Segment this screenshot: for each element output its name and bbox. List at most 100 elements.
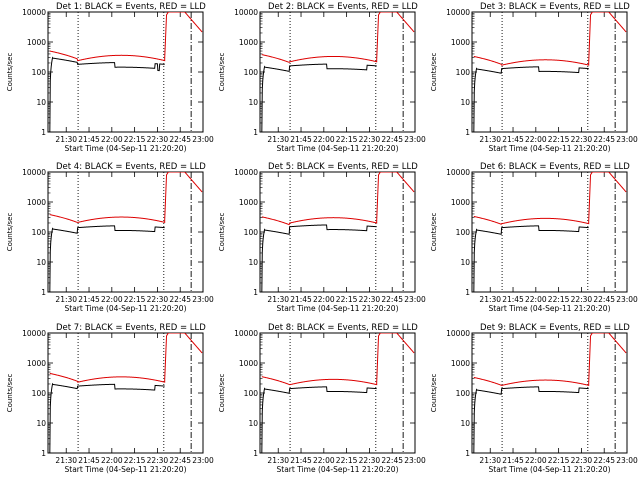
x-tick-label: 23:00: [616, 295, 638, 304]
y-axis-label: Counts/sec: [218, 53, 226, 92]
series-lld-line: [261, 172, 415, 226]
x-axis-label: Start Time (04-Sep-11 21:20:20): [65, 465, 187, 474]
x-tick-label: 22:45: [381, 295, 403, 304]
x-tick-label: 22:30: [147, 295, 169, 304]
plot-frame: [259, 171, 416, 293]
x-tick-label: 23:00: [192, 456, 214, 465]
x-tick-label: 21:30: [55, 135, 77, 144]
y-tick-label: 100: [456, 228, 471, 237]
y-tick-label: 1000: [451, 38, 470, 47]
y-tick-label: 100: [244, 389, 259, 398]
y-tick-label: 10000: [446, 168, 470, 177]
y-tick-label: 100: [32, 228, 47, 237]
y-axis-label: Counts/sec: [6, 53, 14, 92]
y-tick-label: 1: [253, 128, 258, 137]
series-events-line: [473, 386, 589, 453]
x-tick-label: 22:00: [313, 295, 335, 304]
y-tick-label: 1: [41, 288, 46, 297]
x-tick-label: 21:30: [267, 295, 289, 304]
y-tick-label: 10: [248, 98, 258, 107]
series-events-line: [473, 66, 589, 132]
y-tick-label: 10: [36, 98, 46, 107]
x-tick-label: 22:15: [124, 135, 146, 144]
y-tick-label: 1: [465, 288, 470, 297]
x-tick-label: 22:30: [571, 135, 593, 144]
plot-frame: [47, 11, 204, 133]
y-tick-label: 10000: [22, 168, 46, 177]
series-events-line: [49, 225, 165, 292]
plot-frame: [259, 332, 416, 454]
y-tick-label: 10000: [234, 8, 258, 17]
x-tick-label: 22:30: [147, 456, 169, 465]
x-tick-label: 22:45: [169, 456, 191, 465]
panel-title: Det 5: BLACK = Events, RED = LLD: [268, 162, 418, 172]
x-tick-label: 23:00: [404, 135, 426, 144]
x-tick-label: 23:00: [616, 456, 638, 465]
x-tick-label: 21:30: [479, 135, 501, 144]
x-tick-label: 22:15: [548, 295, 570, 304]
y-tick-label: 10000: [446, 329, 470, 338]
panel-8: Det 8: BLACK = Events, RED = LLD 1 10 100 10…: [218, 323, 426, 474]
plot-frame: [47, 332, 204, 454]
x-tick-label: 22:00: [101, 135, 123, 144]
x-axis-label: Start Time (04-Sep-11 21:20:20): [65, 144, 187, 153]
x-tick-label: 21:45: [78, 456, 100, 465]
x-tick-label: 22:45: [381, 135, 403, 144]
x-tick-label: 21:30: [267, 135, 289, 144]
y-tick-label: 1000: [239, 38, 258, 47]
x-axis-label: Start Time (04-Sep-11 21:20:20): [489, 304, 611, 313]
panel-title: Det 1: BLACK = Events, RED = LLD: [56, 2, 206, 12]
x-axis-label: Start Time (04-Sep-11 21:20:20): [277, 144, 399, 153]
y-tick-label: 1000: [27, 359, 46, 368]
series-lld-line: [473, 172, 627, 225]
x-tick-label: 21:45: [290, 295, 312, 304]
x-tick-label: 22:30: [359, 135, 381, 144]
x-tick-label: 21:45: [290, 456, 312, 465]
series-events-line: [261, 224, 377, 292]
plot-frame: [471, 171, 628, 293]
x-tick-label: 22:00: [525, 295, 547, 304]
y-tick-label: 1000: [27, 38, 46, 47]
y-axis-label: Counts/sec: [6, 213, 14, 252]
y-tick-label: 100: [32, 68, 47, 77]
panel-2: Det 2: BLACK = Events, RED = LLD 1 10 100 10…: [218, 2, 426, 153]
y-axis-label: Counts/sec: [430, 374, 438, 413]
x-tick-label: 21:30: [479, 456, 501, 465]
x-tick-label: 21:45: [290, 135, 312, 144]
y-tick-label: 1000: [451, 359, 470, 368]
y-axis-label: Counts/sec: [218, 213, 226, 252]
y-tick-label: 1: [253, 288, 258, 297]
y-tick-label: 10: [460, 98, 470, 107]
x-axis-label: Start Time (04-Sep-11 21:20:20): [277, 465, 399, 474]
series-events-line: [49, 56, 165, 132]
x-tick-label: 21:45: [502, 295, 524, 304]
series-lld-line: [261, 333, 415, 386]
x-axis-label: Start Time (04-Sep-11 21:20:20): [489, 144, 611, 153]
panel-title: Det 2: BLACK = Events, RED = LLD: [268, 2, 418, 12]
x-axis-label: Start Time (04-Sep-11 21:20:20): [277, 304, 399, 313]
y-tick-label: 10: [36, 258, 46, 267]
x-tick-label: 22:15: [548, 456, 570, 465]
panel-title: Det 4: BLACK = Events, RED = LLD: [56, 162, 206, 172]
y-tick-label: 100: [244, 68, 259, 77]
x-tick-label: 22:15: [124, 295, 146, 304]
x-tick-label: 21:45: [78, 135, 100, 144]
x-tick-label: 22:15: [548, 135, 570, 144]
panel-1: Det 1: BLACK = Events, RED = LLD 1 10 100 10…: [6, 2, 214, 153]
x-tick-label: 22:00: [313, 135, 335, 144]
series-lld-line: [261, 12, 415, 64]
x-tick-label: 21:30: [267, 456, 289, 465]
x-tick-label: 22:15: [336, 295, 358, 304]
x-tick-label: 23:00: [616, 135, 638, 144]
y-tick-label: 100: [456, 68, 471, 77]
y-tick-label: 10: [248, 419, 258, 428]
x-tick-label: 22:30: [571, 456, 593, 465]
y-tick-label: 100: [32, 389, 47, 398]
x-tick-label: 22:00: [101, 295, 123, 304]
x-tick-label: 23:00: [404, 456, 426, 465]
x-tick-label: 21:45: [502, 456, 524, 465]
y-tick-label: 10: [460, 419, 470, 428]
y-tick-label: 1: [41, 449, 46, 458]
panel-title: Det 3: BLACK = Events, RED = LLD: [480, 2, 630, 12]
